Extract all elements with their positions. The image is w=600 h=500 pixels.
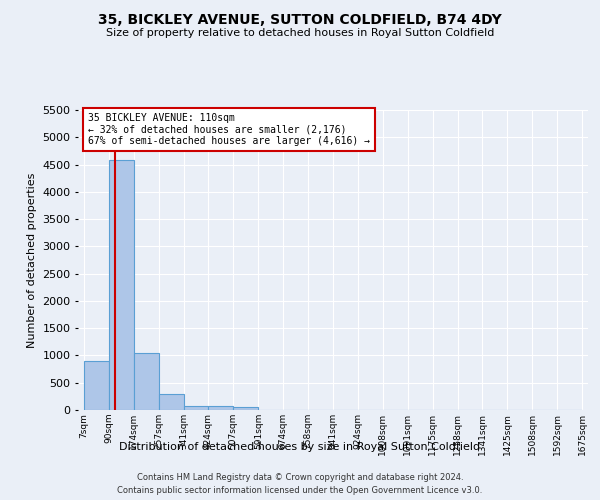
Bar [233,408,259,410]
Text: 35, BICKLEY AVENUE, SUTTON COLDFIELD, B74 4DY: 35, BICKLEY AVENUE, SUTTON COLDFIELD, B7… [98,12,502,26]
Bar [158,394,184,410]
Y-axis label: Number of detached properties: Number of detached properties [26,172,37,348]
Text: Distribution of detached houses by size in Royal Sutton Coldfield: Distribution of detached houses by size … [119,442,481,452]
Bar [134,352,158,410]
Text: Contains public sector information licensed under the Open Government Licence v3: Contains public sector information licen… [118,486,482,495]
Bar [84,361,109,410]
Text: Contains HM Land Registry data © Crown copyright and database right 2024.: Contains HM Land Registry data © Crown c… [137,472,463,482]
Bar [184,406,208,410]
Bar [109,160,134,410]
Text: 35 BICKLEY AVENUE: 110sqm
← 32% of detached houses are smaller (2,176)
67% of se: 35 BICKLEY AVENUE: 110sqm ← 32% of detac… [88,113,370,146]
Bar [208,406,233,410]
Text: Size of property relative to detached houses in Royal Sutton Coldfield: Size of property relative to detached ho… [106,28,494,38]
